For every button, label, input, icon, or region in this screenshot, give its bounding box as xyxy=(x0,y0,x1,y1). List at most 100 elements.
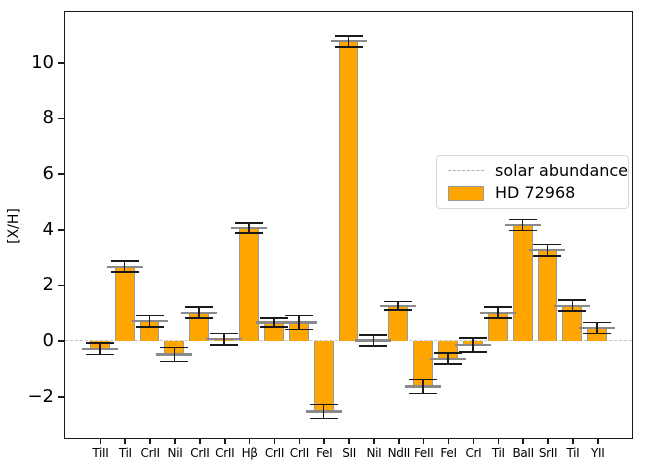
x-tick-mark xyxy=(398,439,400,444)
x-tick-mark xyxy=(522,439,524,444)
error-bar xyxy=(173,347,176,362)
error-bar-cap xyxy=(458,350,487,353)
error-bar xyxy=(472,337,474,352)
dashed-line-sample-icon xyxy=(448,170,484,172)
error-bar-cap xyxy=(384,309,413,311)
error-bar xyxy=(198,307,201,319)
error-bar xyxy=(596,322,598,334)
error-bar-cap xyxy=(259,325,288,328)
error-bar-cap xyxy=(508,218,537,221)
x-tick-label: CrII xyxy=(264,446,285,460)
x-tick-mark xyxy=(298,439,301,444)
x-tick-mark xyxy=(497,439,500,444)
bar-SII xyxy=(338,41,359,341)
error-bar xyxy=(422,379,424,394)
error-bar-cap xyxy=(384,300,413,303)
error-bar-cap xyxy=(259,317,288,320)
x-tick-label: BaII xyxy=(512,446,534,460)
legend-entry-hd72968: HD 72968 xyxy=(448,183,620,203)
orange-patch-sample-icon xyxy=(448,185,484,201)
y-tick-label: 10 xyxy=(31,51,54,73)
error-bar-cap xyxy=(284,328,313,331)
error-bar-cap xyxy=(284,314,313,317)
error-bar-cap xyxy=(309,403,338,406)
error-bar xyxy=(447,353,449,365)
x-tick-mark xyxy=(348,439,350,444)
x-tick-mark xyxy=(199,439,201,444)
error-bar xyxy=(546,244,549,256)
legend: solar abundance HD 72968 xyxy=(436,155,629,209)
x-tick-label: Hβ xyxy=(241,446,258,460)
bar-TiI xyxy=(114,266,135,341)
error-bar-cap xyxy=(160,346,189,349)
x-tick-mark xyxy=(447,439,450,444)
x-tick-label: CrII xyxy=(215,446,235,460)
error-bar xyxy=(521,219,524,231)
x-tick-label: NdII xyxy=(387,446,411,460)
error-bar xyxy=(123,261,126,273)
error-bar-cap xyxy=(85,342,114,345)
bar-NdII xyxy=(388,305,409,341)
error-bar-cap xyxy=(185,317,214,320)
y-tick-mark xyxy=(58,61,64,64)
x-tick-mark xyxy=(149,439,151,444)
error-bar-cap xyxy=(185,306,214,309)
x-tick-mark xyxy=(174,439,176,444)
error-bar xyxy=(223,333,225,345)
error-bar-cap xyxy=(160,360,189,363)
y-tick-mark xyxy=(58,228,64,231)
x-tick-label: NiI xyxy=(366,446,382,460)
x-tick-label: CrI xyxy=(465,446,482,460)
error-bar-cap xyxy=(433,352,462,354)
y-tick-label: −2 xyxy=(27,385,54,407)
error-bar xyxy=(322,404,325,419)
bar-SrII xyxy=(537,250,558,341)
error-bar xyxy=(347,35,350,47)
error-bar-cap xyxy=(135,314,164,317)
y-tick-label: 0 xyxy=(42,330,54,352)
y-tick-mark xyxy=(58,173,64,175)
error-bar xyxy=(571,300,574,312)
y-tick-label: 8 xyxy=(42,107,54,129)
x-tick-mark xyxy=(596,439,599,444)
y-tick-mark xyxy=(58,117,64,120)
error-bar-cap xyxy=(533,243,562,246)
error-bar xyxy=(99,343,101,355)
error-bar-cap xyxy=(583,321,612,324)
x-tick-label: FeI xyxy=(316,446,333,460)
error-bar-cap xyxy=(135,325,164,328)
plot-area xyxy=(64,11,633,439)
error-bar-cap xyxy=(508,229,537,232)
error-bar xyxy=(248,222,250,233)
error-bar-cap xyxy=(583,332,612,335)
error-bar xyxy=(297,315,300,330)
y-tick-label: 2 xyxy=(42,274,54,296)
y-tick-mark xyxy=(58,340,64,342)
error-bar xyxy=(273,318,275,327)
error-bar-cap xyxy=(235,221,264,224)
bar-Hβ xyxy=(239,227,259,341)
legend-label: solar abundance xyxy=(495,160,629,180)
error-bar-cap xyxy=(458,336,487,339)
x-tick-label: TiII xyxy=(92,446,109,460)
error-bar-cap xyxy=(334,45,363,48)
y-tick-mark xyxy=(58,396,64,398)
x-tick-label: SII xyxy=(342,446,356,460)
y-tick-mark xyxy=(58,284,64,287)
error-bar-cap xyxy=(533,254,562,257)
error-bar-cap xyxy=(433,363,462,366)
x-tick-label: NiI xyxy=(167,446,183,460)
error-bar xyxy=(496,307,499,319)
x-tick-label: TiI xyxy=(491,446,505,460)
x-tick-mark xyxy=(373,439,375,444)
error-bar-cap xyxy=(309,417,338,420)
x-tick-label: CrII xyxy=(289,446,310,460)
error-bar-cap xyxy=(235,231,264,234)
x-tick-mark xyxy=(124,439,127,444)
x-tick-label: CrII xyxy=(190,446,210,460)
error-bar-cap xyxy=(210,343,239,346)
error-bar-cap xyxy=(334,34,363,37)
error-bar-cap xyxy=(359,345,388,347)
bar-BaII xyxy=(512,225,533,341)
